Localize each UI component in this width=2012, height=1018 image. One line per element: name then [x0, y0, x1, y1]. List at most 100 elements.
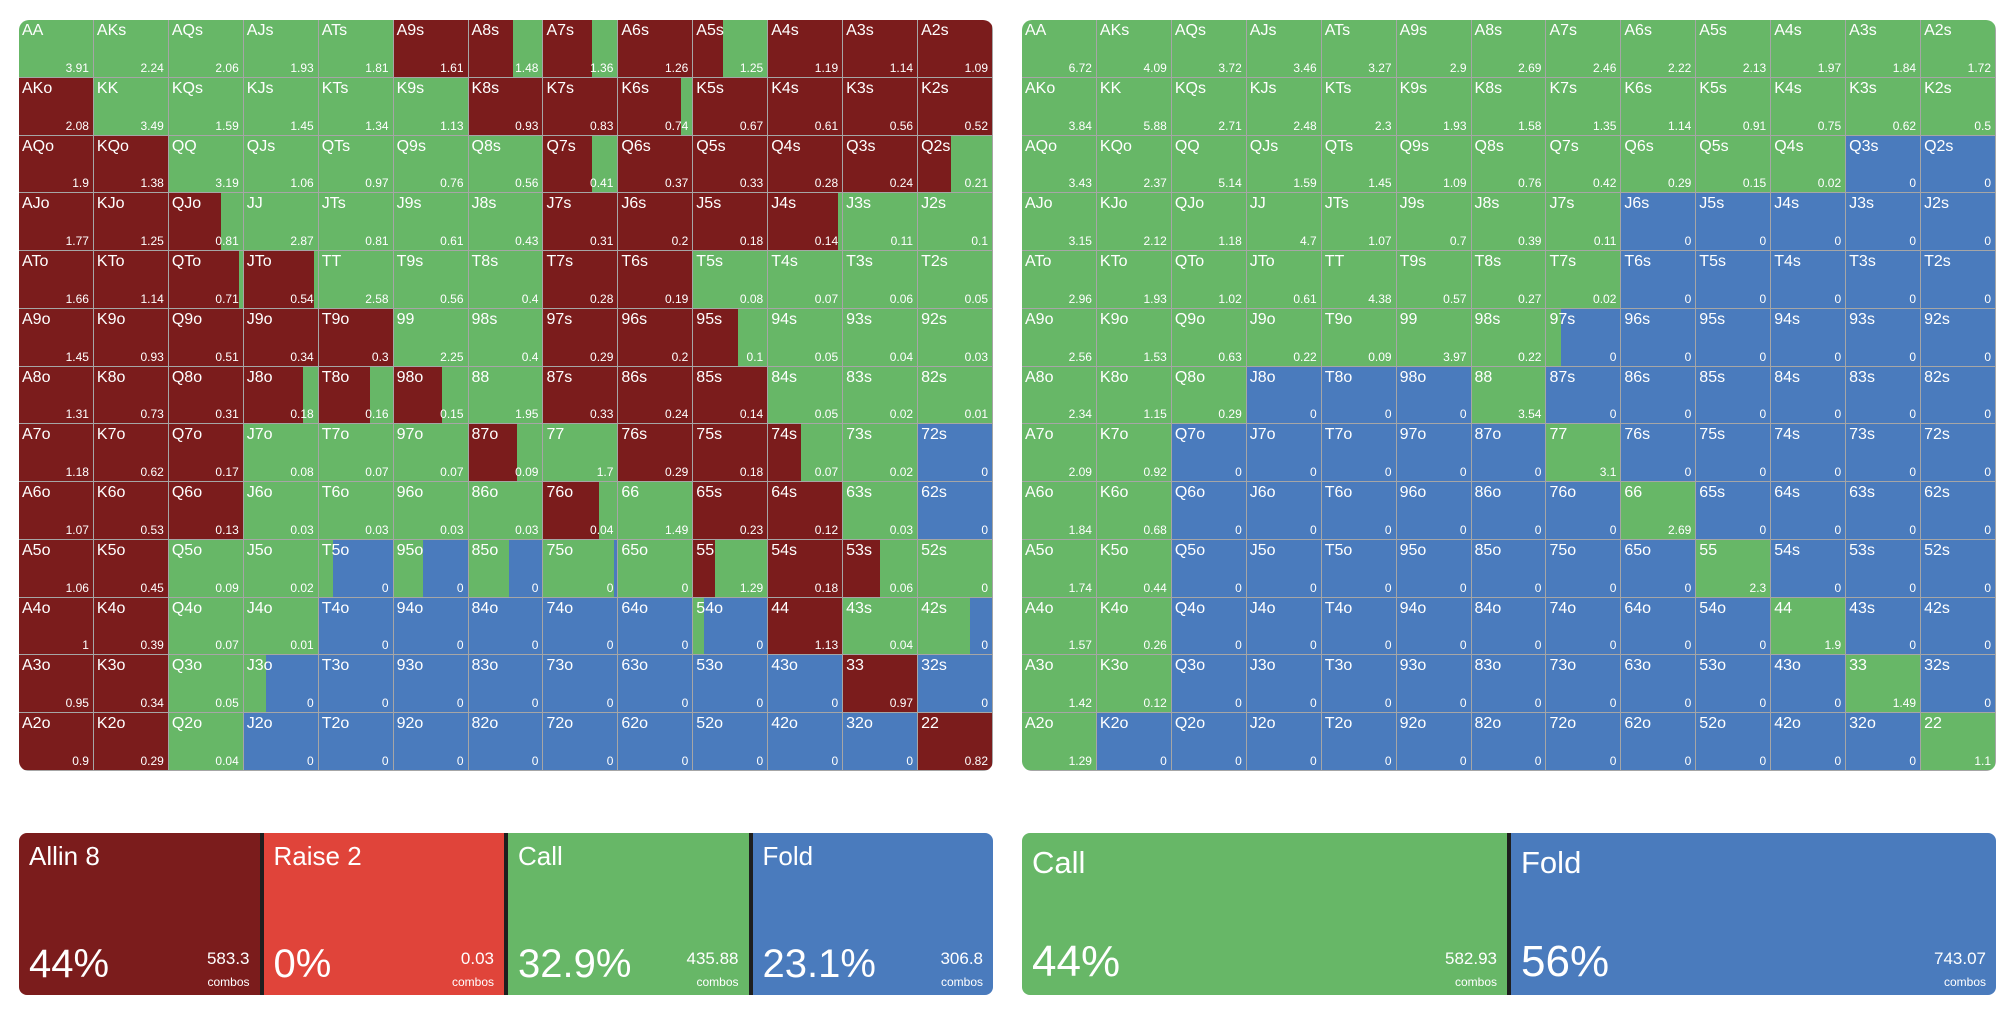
hand-cell[interactable]: T2s 0.05	[918, 251, 993, 309]
hand-cell[interactable]: 96o 0.03	[393, 482, 469, 540]
hand-cell[interactable]: Q6o 0.13	[168, 482, 244, 540]
hand-cell[interactable]: A3s 1.84	[1846, 20, 1922, 78]
hand-cell[interactable]: 72s 0	[918, 424, 993, 483]
hand-cell[interactable]: K6s 0.74	[618, 77, 694, 136]
hand-cell[interactable]: 66 2.69	[1621, 482, 1697, 540]
hand-cell[interactable]: 93o 0	[393, 655, 469, 714]
hand-cell[interactable]: K9o 1.53	[1096, 308, 1172, 367]
hand-cell[interactable]: J9s 0.7	[1396, 193, 1472, 252]
hand-cell[interactable]: 97o 0	[1396, 424, 1472, 483]
hand-cell[interactable]: 92o 0	[393, 713, 469, 771]
hand-cell[interactable]: J3o 0	[1246, 655, 1322, 714]
hand-cell[interactable]: 93o 0	[1396, 655, 1472, 714]
hand-cell[interactable]: A3o 0.95	[19, 655, 94, 714]
hand-cell[interactable]: K3s 0.62	[1846, 77, 1922, 136]
legend-fold[interactable]: Fold 56% 743.07 combos	[1507, 833, 1996, 995]
legend-call[interactable]: Call 44% 582.93 combos	[1022, 833, 1507, 995]
legend-fold[interactable]: Fold 23.1% 306.8 combos	[748, 833, 993, 995]
hand-cell[interactable]: AJo 3.15	[1022, 193, 1097, 252]
hand-cell[interactable]: T5o 0	[1321, 539, 1397, 598]
hand-cell[interactable]: 53o 0	[693, 655, 769, 714]
hand-cell[interactable]: AJs 1.93	[243, 20, 319, 78]
hand-cell[interactable]: 52s 0	[918, 539, 993, 598]
hand-cell[interactable]: 86o 0	[1471, 482, 1547, 540]
hand-cell[interactable]: 84s 0.05	[768, 366, 844, 425]
hand-cell[interactable]: A6s 1.26	[618, 20, 694, 78]
hand-cell[interactable]: 72o 0	[1546, 713, 1622, 771]
hand-cell[interactable]: 85o 0	[1471, 539, 1547, 598]
hand-cell[interactable]: 74o 0	[1546, 597, 1622, 656]
hand-cell[interactable]: Q7s 0.42	[1546, 135, 1622, 194]
hand-cell[interactable]: 22 0.82	[918, 713, 993, 771]
hand-cell[interactable]: J9o 0.34	[243, 308, 319, 367]
hand-cell[interactable]: A6o 1.84	[1022, 482, 1097, 540]
hand-cell[interactable]: J3s 0.11	[843, 193, 919, 252]
hand-cell[interactable]: KK 5.88	[1096, 77, 1172, 136]
hand-cell[interactable]: 93s 0.04	[843, 308, 919, 367]
hand-cell[interactable]: 75s 0	[1696, 424, 1772, 483]
hand-cell[interactable]: 22 1.1	[1921, 713, 1996, 771]
hand-cell[interactable]: T6o 0	[1321, 482, 1397, 540]
hand-cell[interactable]: 43s 0	[1846, 597, 1922, 656]
hand-cell[interactable]: 92s 0.03	[918, 308, 993, 367]
hand-cell[interactable]: J6o 0.03	[243, 482, 319, 540]
hand-cell[interactable]: 52s 0	[1921, 539, 1996, 598]
hand-cell[interactable]: K3o 0.34	[93, 655, 169, 714]
hand-cell[interactable]: 76s 0.29	[618, 424, 694, 483]
hand-cell[interactable]: ATo 1.66	[19, 251, 94, 309]
hand-cell[interactable]: 87o 0	[1471, 424, 1547, 483]
hand-cell[interactable]: K9o 0.93	[93, 308, 169, 367]
hand-cell[interactable]: 55 1.29	[693, 539, 769, 598]
hand-cell[interactable]: 63s 0	[1846, 482, 1922, 540]
hand-cell[interactable]: Q9o 0.51	[168, 308, 244, 367]
hand-cell[interactable]: KQo 1.38	[93, 135, 169, 194]
hand-cell[interactable]: K9s 1.93	[1396, 77, 1472, 136]
hand-cell[interactable]: 86s 0	[1621, 366, 1697, 425]
hand-cell[interactable]: 77 3.1	[1546, 424, 1622, 483]
hand-cell[interactable]: KTs 2.3	[1321, 77, 1397, 136]
hand-cell[interactable]: J4s 0.14	[768, 193, 844, 252]
hand-cell[interactable]: 92o 0	[1396, 713, 1472, 771]
hand-cell[interactable]: QTs 1.45	[1321, 135, 1397, 194]
hand-cell[interactable]: A7o 1.18	[19, 424, 94, 483]
hand-cell[interactable]: T9o 0.09	[1321, 308, 1397, 367]
hand-cell[interactable]: Q4o 0.07	[168, 597, 244, 656]
hand-cell[interactable]: Q4o 0	[1171, 597, 1247, 656]
hand-cell[interactable]: Q9s 1.09	[1396, 135, 1472, 194]
hand-cell[interactable]: 95s 0.1	[693, 308, 769, 367]
hand-cell[interactable]: Q3s 0	[1846, 135, 1922, 194]
hand-cell[interactable]: 73o 0	[543, 655, 619, 714]
hand-cell[interactable]: A7o 2.09	[1022, 424, 1097, 483]
hand-cell[interactable]: A6o 1.07	[19, 482, 94, 540]
hand-cell[interactable]: Q2s 0	[1921, 135, 1996, 194]
hand-cell[interactable]: 74s 0	[1771, 424, 1847, 483]
hand-cell[interactable]: K8o 0.73	[93, 366, 169, 425]
hand-cell[interactable]: 99 2.25	[393, 308, 469, 367]
hand-cell[interactable]: T5s 0	[1696, 251, 1772, 309]
hand-cell[interactable]: T8s 0.27	[1471, 251, 1547, 309]
hand-cell[interactable]: 43o 0	[1771, 655, 1847, 714]
hand-cell[interactable]: AQs 3.72	[1171, 20, 1247, 78]
hand-cell[interactable]: JJ 2.87	[243, 193, 319, 252]
hand-cell[interactable]: K8s 1.58	[1471, 77, 1547, 136]
hand-cell[interactable]: 95o 0	[393, 539, 469, 598]
legend-allin[interactable]: Allin 8 44% 583.3 combos	[19, 833, 260, 995]
hand-cell[interactable]: 75o 0	[1546, 539, 1622, 598]
hand-cell[interactable]: AJs 3.46	[1246, 20, 1322, 78]
hand-cell[interactable]: 63o 0	[1621, 655, 1697, 714]
hand-cell[interactable]: T2o 0	[1321, 713, 1397, 771]
hand-cell[interactable]: 93s 0	[1846, 308, 1922, 367]
hand-cell[interactable]: A2s 1.09	[918, 20, 993, 78]
hand-cell[interactable]: A5s 1.25	[693, 20, 769, 78]
hand-cell[interactable]: T2o 0	[318, 713, 394, 771]
hand-cell[interactable]: 76o 0	[1546, 482, 1622, 540]
hand-cell[interactable]: AJo 1.77	[19, 193, 94, 252]
hand-cell[interactable]: JTs 1.07	[1321, 193, 1397, 252]
hand-cell[interactable]: QTo 1.02	[1171, 251, 1247, 309]
hand-cell[interactable]: J4o 0	[1246, 597, 1322, 656]
hand-cell[interactable]: K4o 0.39	[93, 597, 169, 656]
hand-cell[interactable]: J5o 0	[1246, 539, 1322, 598]
hand-cell[interactable]: 99 3.97	[1396, 308, 1472, 367]
hand-cell[interactable]: J8o 0	[1246, 366, 1322, 425]
hand-cell[interactable]: J6s 0.2	[618, 193, 694, 252]
